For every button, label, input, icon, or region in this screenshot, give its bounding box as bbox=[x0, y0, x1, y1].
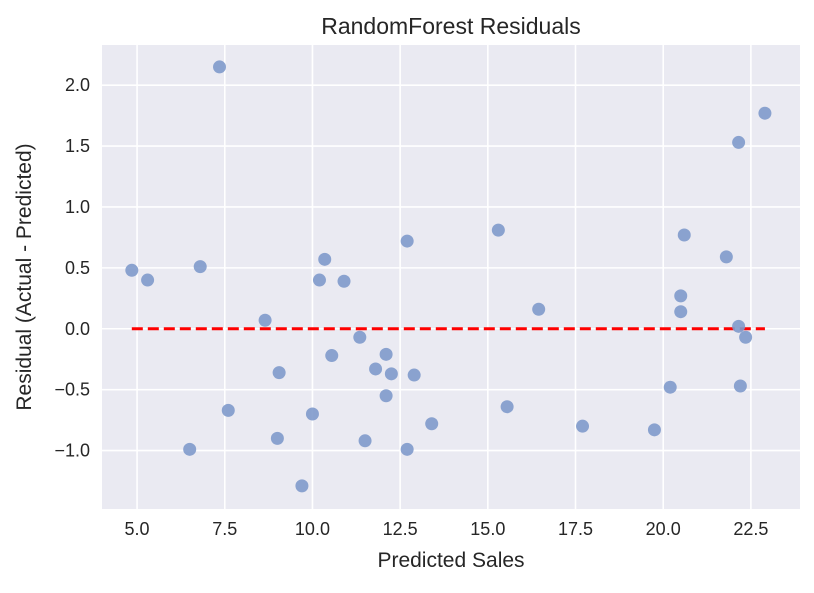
data-point bbox=[221, 403, 235, 417]
x-tick-label: 22.5 bbox=[733, 519, 768, 539]
data-point bbox=[141, 273, 155, 287]
data-point bbox=[270, 431, 284, 445]
data-point bbox=[663, 380, 677, 394]
data-point bbox=[325, 349, 339, 363]
x-axis-label: Predicted Sales bbox=[377, 549, 524, 572]
data-point bbox=[272, 366, 286, 380]
y-tick-labels: −1.0 −0.5 0.0 0.5 1.0 1.5 2.0 bbox=[54, 75, 90, 460]
data-point bbox=[384, 367, 398, 381]
x-tick-label: 20.0 bbox=[646, 519, 681, 539]
y-tick-label: 0.5 bbox=[65, 258, 90, 278]
y-tick-label: 1.5 bbox=[65, 136, 90, 156]
x-tick-label: 5.0 bbox=[125, 519, 150, 539]
x-tick-label: 15.0 bbox=[470, 519, 505, 539]
data-point bbox=[379, 347, 393, 361]
data-point bbox=[491, 223, 505, 237]
data-point bbox=[379, 389, 393, 403]
data-point bbox=[193, 260, 207, 274]
data-point bbox=[576, 419, 590, 433]
data-point bbox=[674, 289, 688, 303]
data-point bbox=[213, 60, 227, 74]
data-point bbox=[758, 106, 772, 120]
data-point bbox=[425, 417, 439, 431]
data-point bbox=[407, 368, 421, 382]
chart-title: RandomForest Residuals bbox=[321, 13, 581, 39]
y-tick-label: 1.0 bbox=[65, 197, 90, 217]
data-point bbox=[532, 302, 546, 316]
data-point bbox=[125, 263, 139, 277]
y-tick-label: 2.0 bbox=[65, 75, 90, 95]
data-point bbox=[400, 234, 414, 248]
data-point bbox=[369, 362, 383, 376]
data-point bbox=[500, 400, 514, 414]
x-tick-label: 10.0 bbox=[295, 519, 330, 539]
data-point bbox=[674, 305, 688, 319]
data-point bbox=[312, 273, 326, 287]
data-point bbox=[305, 407, 319, 421]
data-point bbox=[647, 423, 661, 437]
data-point bbox=[318, 252, 332, 266]
data-point bbox=[337, 274, 351, 288]
data-point bbox=[183, 442, 197, 456]
x-tick-label: 17.5 bbox=[558, 519, 593, 539]
data-point bbox=[732, 319, 746, 333]
data-point bbox=[353, 330, 367, 344]
y-tick-label: −1.0 bbox=[54, 441, 90, 461]
data-point bbox=[677, 228, 691, 242]
data-point bbox=[739, 330, 753, 344]
data-point bbox=[719, 250, 733, 264]
x-tick-labels: 5.0 7.5 10.0 12.5 15.0 17.5 20.0 22.5 bbox=[125, 519, 769, 539]
plot-background bbox=[102, 45, 800, 509]
data-point bbox=[358, 434, 372, 448]
data-point bbox=[732, 135, 746, 149]
x-tick-label: 7.5 bbox=[212, 519, 237, 539]
x-tick-label: 12.5 bbox=[383, 519, 418, 539]
data-point bbox=[733, 379, 747, 393]
y-axis-label: Residual (Actual - Predicted) bbox=[13, 143, 36, 410]
data-point bbox=[400, 442, 414, 456]
data-point bbox=[295, 479, 309, 493]
data-points bbox=[125, 60, 772, 493]
y-tick-label: 0.0 bbox=[65, 319, 90, 339]
data-point bbox=[258, 313, 272, 327]
y-tick-label: −0.5 bbox=[54, 380, 90, 400]
